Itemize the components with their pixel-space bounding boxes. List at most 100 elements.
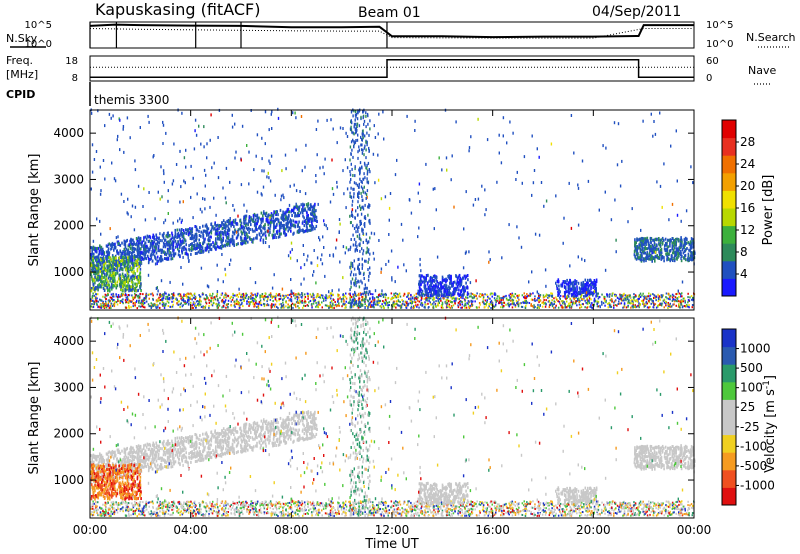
power-pixel <box>330 305 333 308</box>
power-pixel <box>429 288 432 292</box>
power-pixel <box>375 303 377 306</box>
power-pixel <box>97 278 99 282</box>
power-pixel <box>107 251 110 255</box>
power-pixel <box>548 295 550 297</box>
power-pixel <box>676 300 678 303</box>
power-pixel <box>348 292 350 295</box>
power-pixel <box>137 261 140 265</box>
power-pixel <box>482 300 484 303</box>
power-pixel <box>539 294 541 297</box>
power-pixel <box>331 300 333 303</box>
power-pixel <box>565 300 568 303</box>
power-pixel <box>225 293 228 296</box>
power-pixel <box>372 301 375 304</box>
power-pixel <box>133 261 135 265</box>
power-pixel <box>105 284 107 288</box>
power-pixel <box>107 276 110 280</box>
power-pixel <box>147 293 150 296</box>
power-pixel <box>103 259 105 263</box>
power-pixel <box>306 216 308 220</box>
power-pixel <box>96 302 98 305</box>
power-pixel <box>689 249 691 253</box>
power-pixel <box>529 292 531 295</box>
power-pixel <box>603 297 606 300</box>
power-pixel <box>321 301 323 304</box>
power-pixel <box>126 252 128 256</box>
power-pixel <box>241 301 243 304</box>
power-pixel <box>278 298 280 300</box>
power-pixel <box>100 305 102 308</box>
power-pixel <box>310 205 312 209</box>
power-pixel <box>260 221 263 225</box>
power-pixel <box>179 237 181 241</box>
power-pixel <box>128 289 130 293</box>
power-pixel <box>678 300 680 303</box>
power-pixel <box>287 294 289 296</box>
power-pixel <box>269 295 272 298</box>
power-pixel <box>275 295 277 298</box>
power-pixel <box>661 236 664 240</box>
power-pixel <box>161 303 164 306</box>
power-pixel <box>128 255 131 259</box>
power-pixel <box>148 297 150 300</box>
power-pixel <box>653 249 656 253</box>
power-pixel <box>458 294 460 297</box>
power-pixel <box>321 306 323 309</box>
power-pixel <box>260 235 262 239</box>
power-pixel <box>353 303 355 306</box>
power-pixel <box>544 301 546 304</box>
power-pixel <box>137 301 140 304</box>
power-pixel <box>324 296 326 299</box>
power-pixel <box>134 304 136 307</box>
power-pixel <box>406 300 408 303</box>
power-pixel <box>200 245 203 249</box>
power-pixel <box>105 306 108 309</box>
power-pixel <box>466 302 468 305</box>
power-pixel <box>172 300 175 303</box>
power-pixel <box>257 303 259 306</box>
power-pixel <box>687 241 690 245</box>
power-pixel <box>581 298 583 300</box>
power-pixel <box>580 304 582 306</box>
power-pixel <box>304 296 307 298</box>
power-pixel <box>649 249 651 253</box>
power-pixel <box>253 305 255 308</box>
power-pixel <box>294 225 297 229</box>
power-pixel <box>135 276 137 280</box>
power-pixel <box>171 243 173 247</box>
power-pixel <box>154 303 156 306</box>
power-pixel <box>99 270 101 273</box>
power-pixel <box>254 229 256 233</box>
power-pixel <box>545 299 547 302</box>
power-pixel <box>464 302 466 305</box>
power-pixel <box>255 222 257 226</box>
power-pixel <box>126 266 129 270</box>
power-pixel <box>502 306 504 309</box>
power-pixel <box>267 226 270 230</box>
power-pixel <box>262 217 264 221</box>
power-pixel <box>112 276 114 280</box>
power-pixel <box>108 288 110 292</box>
power-pixel <box>152 304 154 307</box>
power-pixel <box>92 245 95 249</box>
power-pixel <box>652 300 654 303</box>
power-pixel <box>529 294 531 297</box>
power-pixel <box>98 258 100 262</box>
power-pixel <box>490 299 493 302</box>
power-pixel <box>255 301 257 304</box>
power-pixel <box>455 275 458 278</box>
power-pixel <box>282 305 285 308</box>
power-pixel <box>271 214 274 218</box>
power-pixel <box>285 218 287 222</box>
power-pixel <box>127 274 130 278</box>
power-pixel <box>586 306 588 309</box>
power-pixel <box>102 304 104 307</box>
power-pixel <box>446 306 448 308</box>
power-pixel <box>405 304 407 307</box>
power-pixel <box>443 297 445 300</box>
power-pixel <box>663 306 665 309</box>
power-pixel <box>576 304 578 307</box>
power-pixel <box>534 305 536 308</box>
power-pixel <box>191 307 193 309</box>
power-pixel <box>566 297 568 300</box>
